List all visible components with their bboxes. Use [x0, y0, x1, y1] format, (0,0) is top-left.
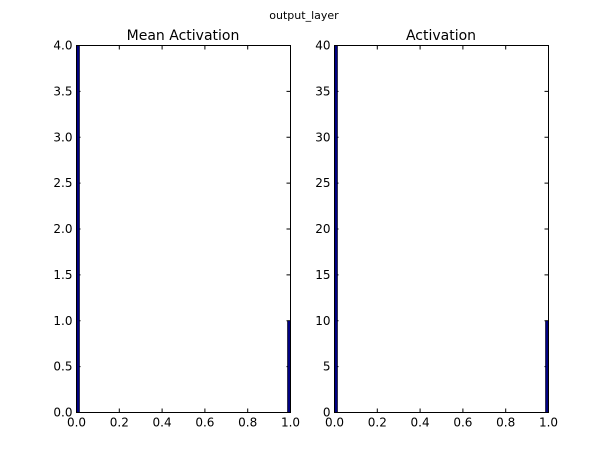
- chart-activation: Activation 0 5 10 15 20 25 30 35 40 0.0 0.2 0.4 0.6 0…: [315, 28, 558, 430]
- chart-mean-activation: Mean Activation 0.0 0.5 1.0 1.5 2.0 2.5 3.0 3.5…: [53, 28, 300, 430]
- x-tick-label: 0.4: [411, 416, 430, 430]
- chart-title-activation: Activation: [406, 28, 476, 44]
- y-tick-label: 0.5: [53, 360, 72, 374]
- y-tick-label: 35: [315, 84, 330, 98]
- x-tick-label: 0.2: [368, 416, 387, 430]
- x-tick-label: 0.4: [153, 416, 172, 430]
- y-tick-label: 25: [315, 176, 330, 190]
- y-tick-label: 0.0: [53, 406, 72, 420]
- y-tick-label: 5: [323, 360, 331, 374]
- x-tick-label: 0.0: [325, 416, 344, 430]
- y-tick-label: 3.0: [53, 130, 72, 144]
- y-tick-label: 30: [315, 130, 330, 144]
- x-tick-label: 1.0: [539, 416, 558, 430]
- y-tick-label: 1.0: [53, 314, 72, 328]
- plot-frame: [76, 45, 291, 413]
- x-tick-label: 0.6: [195, 416, 214, 430]
- x-tick-label: 1.0: [281, 416, 300, 430]
- plot-frame: [334, 45, 549, 413]
- y-tick-label: 1.5: [53, 268, 72, 282]
- y-tick-label: 15: [315, 268, 330, 282]
- x-tick-label: 0.0: [67, 416, 86, 430]
- y-tick-label: 40: [315, 39, 330, 53]
- y-tick-label: 0: [323, 406, 331, 420]
- y-tick-label: 2.5: [53, 176, 72, 190]
- x-tick-label: 0.2: [110, 416, 129, 430]
- chart-title-mean-activation: Mean Activation: [127, 28, 240, 44]
- y-tick-label: 10: [315, 314, 330, 328]
- y-tick-label: 4.0: [53, 39, 72, 53]
- x-tick-label: 0.6: [453, 416, 472, 430]
- x-tick-label: 0.8: [496, 416, 515, 430]
- x-tick-label: 0.8: [238, 416, 257, 430]
- y-tick-label: 2.0: [53, 222, 72, 236]
- y-tick-label: 3.5: [53, 84, 72, 98]
- y-tick-label: 20: [315, 222, 330, 236]
- figure-suptitle: output_layer: [269, 9, 339, 22]
